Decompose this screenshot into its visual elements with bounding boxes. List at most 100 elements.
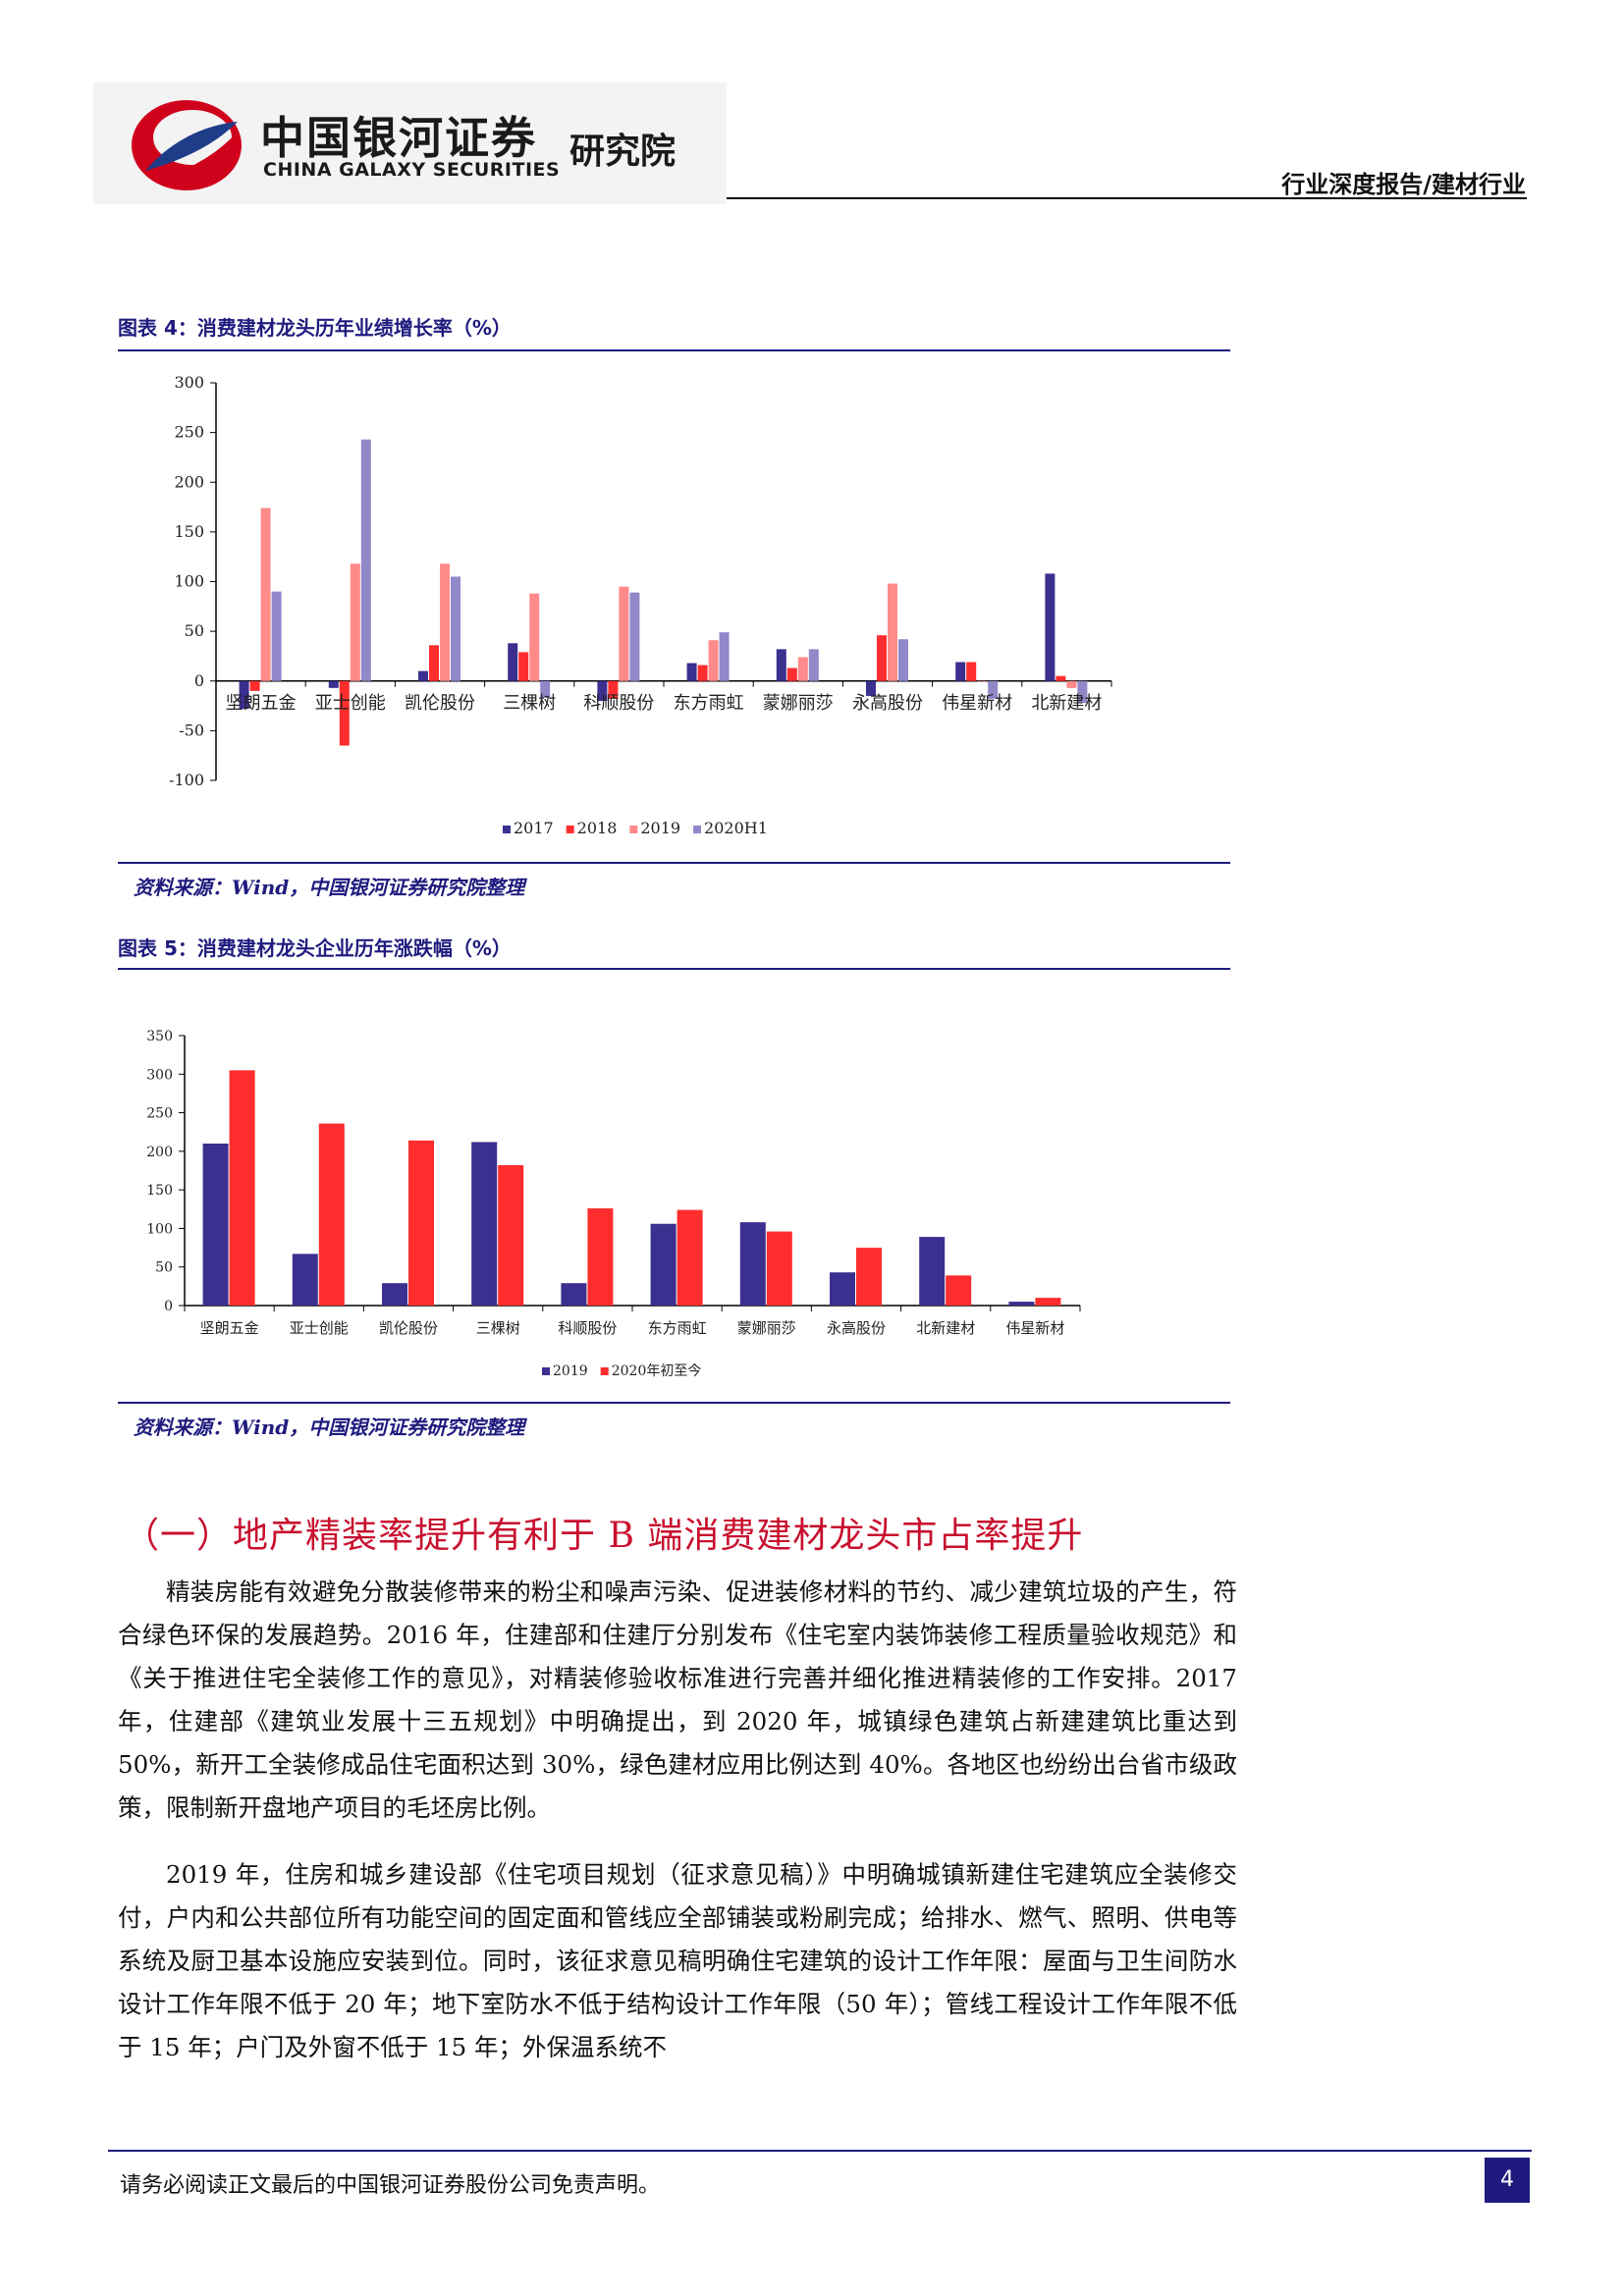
chart4-bar	[708, 640, 719, 681]
body-paragraph-2-text: 2019 年，住房和城乡建设部《住宅项目规划（征求意见稿）》中明确城镇新建住宅建…	[118, 1860, 1237, 2061]
chart4-legend-label: 2020H1	[704, 819, 768, 837]
chart4-y-tick-label: 0	[194, 671, 204, 690]
chart5-category-label: 科顺股份	[558, 1319, 617, 1337]
chart4-bar	[608, 680, 619, 699]
chart4-y-tick-label: 100	[174, 572, 204, 591]
chart4-bar	[1045, 573, 1056, 681]
chart4-bar	[808, 649, 819, 681]
body-paragraph-1: 精装房能有效避免分散装修带来的粉尘和噪声污染、促进装修材料的节约、减少建筑垃圾的…	[118, 1571, 1237, 1830]
chart4-legend-swatch	[693, 826, 702, 833]
chart5-category-label: 亚士创能	[290, 1319, 349, 1337]
chart5-y-tick-label: 350	[146, 1029, 173, 1044]
chart5-category-label: 凯伦股份	[379, 1319, 438, 1337]
chart4-bar	[529, 593, 540, 681]
chart4-category-label: 伟星新材	[942, 693, 1012, 714]
body-paragraph-1-text: 精装房能有效避免分散装修带来的粉尘和噪声污染、促进装修材料的节约、减少建筑垃圾的…	[118, 1577, 1237, 1822]
figure4-title: 图表 4：消费建材龙头历年业绩增长率（%）	[118, 316, 512, 340]
chart4-category-label: 北新建材	[1031, 693, 1102, 714]
chart4-category-label: 科顺股份	[583, 693, 654, 714]
chart5-bar	[830, 1272, 855, 1306]
chart4-legend-label: 2017	[514, 819, 554, 837]
chart4-bar	[619, 586, 629, 681]
chart4-legend-label: 2018	[577, 819, 618, 837]
chart4-bar	[786, 667, 797, 681]
report-type: 行业深度报告/建材行业	[1281, 171, 1526, 198]
chart4-bar	[451, 576, 460, 681]
footer-disclaimer: 请务必阅读正文最后的中国银河证券股份公司免责声明。	[120, 2173, 661, 2198]
chart5-bar	[919, 1237, 946, 1306]
page-number: 4	[1485, 2158, 1530, 2203]
chart4-bar	[966, 662, 977, 681]
chart5-y-tick-label: 150	[146, 1183, 173, 1199]
chart4-y-tick-label: -100	[169, 771, 204, 789]
chart4-bar	[988, 680, 999, 699]
chart4-bar	[1077, 680, 1088, 704]
chart4-bar	[339, 680, 350, 746]
chart4-bar	[977, 680, 988, 682]
chart5-y-tick-label: 0	[164, 1299, 173, 1314]
header-divider	[727, 197, 1527, 199]
chart5-category-label: 蒙娜丽莎	[737, 1319, 796, 1337]
chart4-bar	[888, 583, 897, 681]
figure5-title: 图表 5：消费建材龙头企业历年涨跌幅（%）	[118, 936, 512, 960]
chart4-legend-swatch	[503, 826, 511, 833]
body-paragraph-2: 2019 年，住房和城乡建设部《住宅项目规划（征求意见稿）》中明确城镇新建住宅建…	[118, 1853, 1237, 2069]
chart5-legend-swatch	[542, 1367, 550, 1375]
chart5-category-label: 北新建材	[916, 1319, 975, 1337]
chart5-bar	[292, 1254, 318, 1306]
chart5-bar	[498, 1165, 524, 1306]
chart4-bar	[260, 507, 271, 681]
chart5-legend-swatch	[600, 1367, 609, 1375]
figure4-chart: 300 250 200 150 100 50 0 -50 -100 坚朗五金 亚士创能 凯伦股份 三棵树…	[169, 373, 1112, 837]
chart4-bar	[797, 657, 808, 681]
chart4-bar	[508, 643, 518, 681]
chart4-category-label: 永高股份	[852, 693, 923, 714]
footer-divider	[108, 2150, 1532, 2152]
chart5-bar	[202, 1144, 229, 1306]
chart4-y-tick-label: 50	[185, 621, 204, 640]
chart4-bar	[540, 680, 551, 698]
brand-institute: 研究院	[569, 132, 677, 172]
chart5-y-tick-label: 250	[146, 1106, 173, 1122]
chart5-bar	[856, 1248, 882, 1306]
chart4-bar	[328, 680, 339, 688]
chart5-bar	[946, 1275, 972, 1306]
chart5-category-label: 伟星新材	[1005, 1319, 1064, 1337]
chart4-bar	[429, 645, 439, 681]
chart5-bar	[739, 1222, 766, 1306]
chart5-bar	[471, 1142, 498, 1306]
chart4-bar	[271, 591, 282, 681]
chart5-bar	[650, 1223, 677, 1306]
chart5-bar	[561, 1283, 587, 1306]
chart5-bar	[587, 1208, 614, 1306]
chart4-bar	[360, 439, 371, 681]
chart4-legend-label: 2019	[640, 819, 680, 837]
chart4-bar	[350, 563, 360, 681]
chart5-legend-label: 2020年初至今	[612, 1362, 702, 1379]
chart4-bar	[898, 639, 908, 681]
figure4-bottom-rule	[118, 862, 1230, 864]
figure5-bottom-rule	[118, 1402, 1230, 1404]
chart5-category-label: 永高股份	[827, 1319, 886, 1337]
chart4-category-label: 东方雨虹	[674, 693, 744, 714]
chart5-bar	[318, 1123, 345, 1306]
chart4-bar	[418, 670, 428, 681]
chart4-bar	[629, 592, 640, 681]
chart5-category-label: 三棵树	[476, 1319, 520, 1337]
chart4-legend-swatch	[629, 826, 638, 833]
chart4-y-tick-label: 250	[174, 423, 204, 442]
figure5-chart: 350 300 250 200 150 100 50 0 坚朗五金 亚士创能 凯伦股份 三棵树 科顺股份…	[146, 1029, 1081, 1379]
chart4-legend-swatch	[566, 826, 574, 833]
chart4-bar	[1056, 675, 1066, 681]
chart5-legend-label: 2019	[553, 1363, 588, 1379]
chart5-bar	[408, 1140, 434, 1306]
chart4-bar	[877, 635, 887, 681]
chart5-bar	[382, 1283, 407, 1306]
chart4-bar	[518, 652, 529, 681]
section-heading: （一）地产精装率提升有利于 B 端消费建材龙头市占率提升	[124, 1516, 1084, 1556]
figure5-source: 资料来源：Wind，中国银河证券研究院整理	[134, 1415, 525, 1439]
chart4-bar	[239, 680, 249, 710]
chart4-bar	[776, 649, 786, 681]
brand-name-cn: 中国银河证券	[260, 112, 538, 164]
galaxy-logo-icon	[132, 100, 242, 190]
